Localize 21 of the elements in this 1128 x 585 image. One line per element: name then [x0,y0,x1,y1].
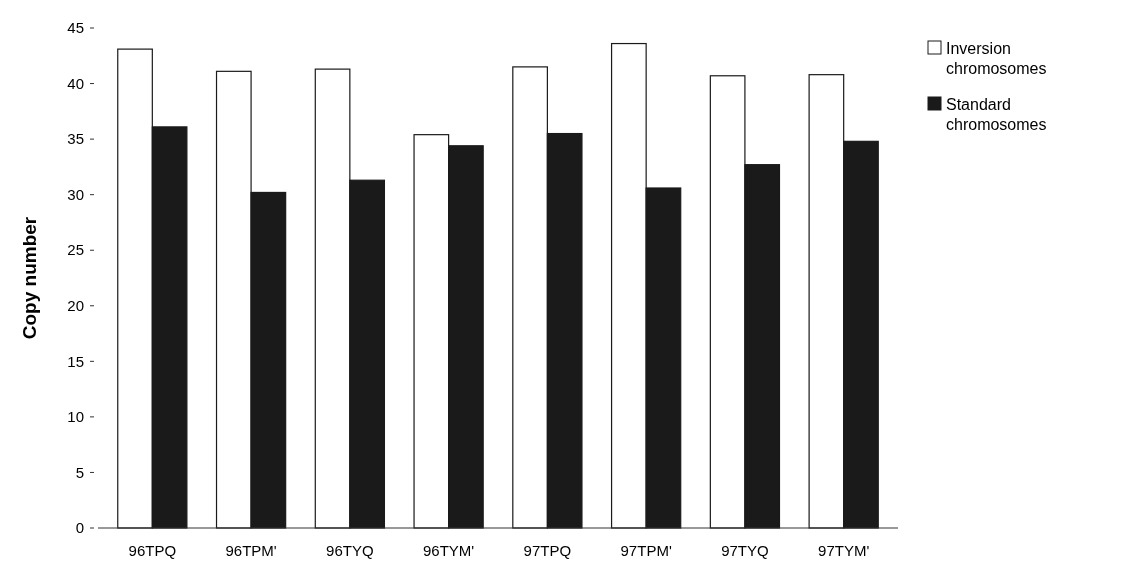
legend-label: Standard chromosomes [946,95,1047,134]
x-tick-label: 97TPQ [523,542,572,559]
y-tick-label: 30 [67,185,84,203]
x-tick-label: 96TPM' [225,542,277,559]
y-tick-label: 0 [75,519,84,537]
x-tick-label: 97TYM' [818,542,870,559]
x-tick-label: 97TYQ [721,542,769,559]
y-tick-label: 20 [67,297,84,315]
y-tick-label: 45 [67,19,84,37]
x-tick-label: 96TYM' [423,542,475,559]
y-axis-title: Copy number [19,216,40,340]
y-tick-label: 15 [67,352,84,370]
y-tick-label: 40 [67,74,84,92]
legend-label: Inversion chromosomes [946,39,1047,78]
x-tick-label: 97TPM' [620,542,672,559]
x-tick-label: 96TYQ [326,542,374,559]
y-tick-label: 25 [67,241,84,259]
y-tick-label: 5 [75,463,84,481]
y-tick-label: 35 [67,130,84,148]
x-tick-label: 96TPQ [128,542,177,559]
y-tick-label: 10 [67,408,84,426]
